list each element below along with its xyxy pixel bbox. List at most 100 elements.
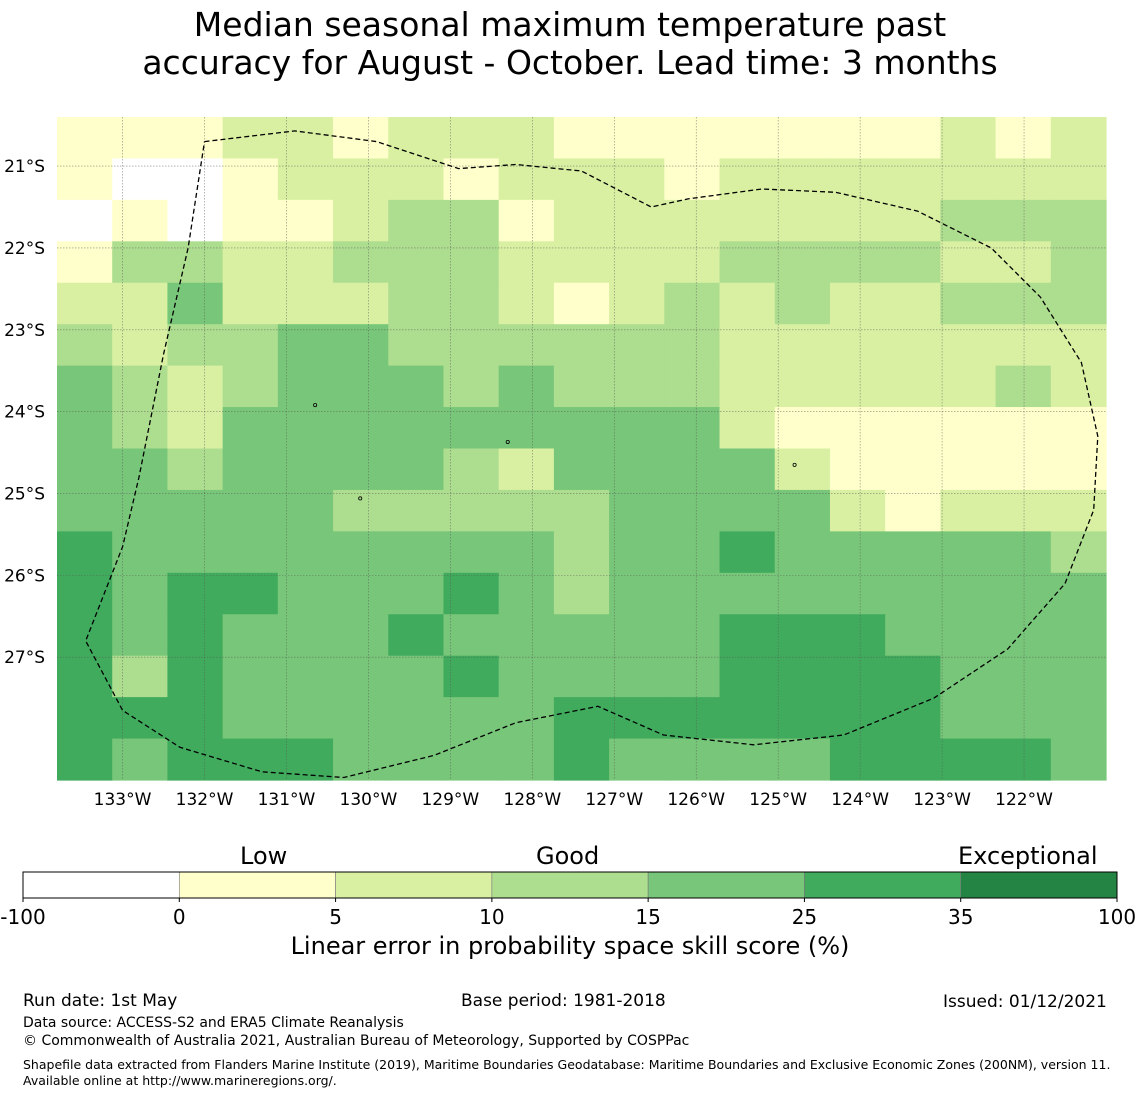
island-marker — [313, 403, 318, 408]
grid-cell — [553, 697, 610, 740]
grid-cell — [112, 158, 169, 201]
grid-cell — [112, 738, 169, 781]
grid-cell — [167, 282, 224, 325]
grid-cell — [719, 697, 776, 740]
grid-cell — [498, 324, 555, 367]
grid-cell — [57, 199, 113, 242]
grid-cell — [277, 282, 334, 325]
grid-cell — [277, 572, 334, 615]
grid-cell — [553, 489, 610, 532]
grid-cell — [553, 448, 610, 491]
lon-tick-label: 124°W — [831, 790, 889, 810]
grid-cell — [609, 531, 665, 574]
grid-cell — [609, 614, 665, 657]
grid-cell — [222, 199, 279, 242]
grid-cell — [443, 489, 500, 532]
grid-cell — [498, 282, 555, 325]
colorbar: -100 0 5 10 15 25 35 100 — [0, 871, 1136, 929]
grid-cell — [719, 655, 776, 698]
grid-cell — [443, 199, 500, 242]
grid-cell — [388, 448, 445, 491]
grid-cell — [222, 282, 279, 325]
lat-tick-label: 25°S — [4, 485, 45, 505]
grid-cell — [885, 282, 941, 325]
grid-cell — [719, 241, 776, 284]
grid-cell — [829, 158, 886, 201]
grid-cell — [829, 365, 886, 408]
grid-cell — [112, 241, 169, 284]
grid-cell — [885, 324, 941, 367]
grid-cell — [333, 324, 389, 367]
colorbar-swatch — [335, 871, 493, 899]
grid-cell — [995, 697, 1052, 740]
grid-cell — [333, 697, 389, 740]
grid-cell — [222, 448, 279, 491]
grid-cell — [443, 697, 500, 740]
grid-cell — [277, 531, 334, 574]
grid-cell — [222, 697, 279, 740]
grid-cell — [829, 241, 886, 284]
grid-cell — [167, 489, 224, 532]
grid-cell — [57, 117, 113, 160]
grid-cell — [1050, 199, 1107, 242]
grid-cell — [112, 655, 169, 698]
colorbar-tick-label: 35 — [948, 905, 973, 929]
grid-cell — [885, 448, 941, 491]
grid-cell — [829, 531, 886, 574]
issued-date: Issued: 01/12/2021 — [943, 992, 1107, 1012]
grid-cell — [333, 572, 389, 615]
grid-cell — [443, 531, 500, 574]
grid-cell — [885, 489, 941, 532]
grid-cell — [774, 365, 831, 408]
grid-cell — [995, 282, 1052, 325]
grid-cell — [664, 448, 721, 491]
grid-cell — [167, 241, 224, 284]
grid-cell — [719, 489, 776, 532]
grid-cell — [885, 697, 941, 740]
lon-tick-label: 131°W — [258, 790, 316, 810]
grid-cell — [167, 614, 224, 657]
grid-cell — [940, 365, 997, 408]
grid-cell — [829, 697, 886, 740]
grid-cell — [940, 614, 997, 657]
grid-cell — [609, 282, 665, 325]
grid-cell — [829, 199, 886, 242]
grid-cell — [609, 407, 665, 450]
grid-cell — [498, 117, 555, 160]
grid-cell — [995, 489, 1052, 532]
grid-cell — [388, 572, 445, 615]
grid-cell — [443, 614, 500, 657]
grid-cell — [940, 738, 997, 781]
grid-cell — [664, 572, 721, 615]
grid-cell — [498, 407, 555, 450]
legend-word-exceptional: Exceptional — [958, 842, 1098, 870]
grid-cell — [774, 697, 831, 740]
grid-cell — [885, 407, 941, 450]
grid-cell — [995, 199, 1052, 242]
data-source: Data source: ACCESS-S2 and ERA5 Climate … — [23, 1015, 404, 1031]
grid-cell — [443, 365, 500, 408]
grid-cell — [553, 614, 610, 657]
grid-cell — [719, 738, 776, 781]
grid-cell — [57, 241, 113, 284]
grid-cell — [885, 655, 941, 698]
grid-cell — [719, 407, 776, 450]
grid-cell — [277, 448, 334, 491]
grid-cell — [609, 572, 665, 615]
grid-cell — [719, 282, 776, 325]
lon-tick-label: 122°W — [995, 790, 1053, 810]
lon-tick-label: 129°W — [421, 790, 479, 810]
grid-cell — [609, 489, 665, 532]
grid-cell — [222, 655, 279, 698]
lon-tick-label: 123°W — [913, 790, 971, 810]
grid-cell — [443, 448, 500, 491]
grid-cell — [1050, 655, 1107, 698]
grid-cell — [388, 324, 445, 367]
shapefile-credit: Shapefile data extracted from Flanders M… — [23, 1057, 1111, 1088]
grid-cell — [498, 448, 555, 491]
grid-cell — [443, 282, 500, 325]
grid-cell — [498, 655, 555, 698]
grid-cell — [57, 407, 113, 450]
grid-cell — [57, 448, 113, 491]
grid-cell — [553, 282, 610, 325]
